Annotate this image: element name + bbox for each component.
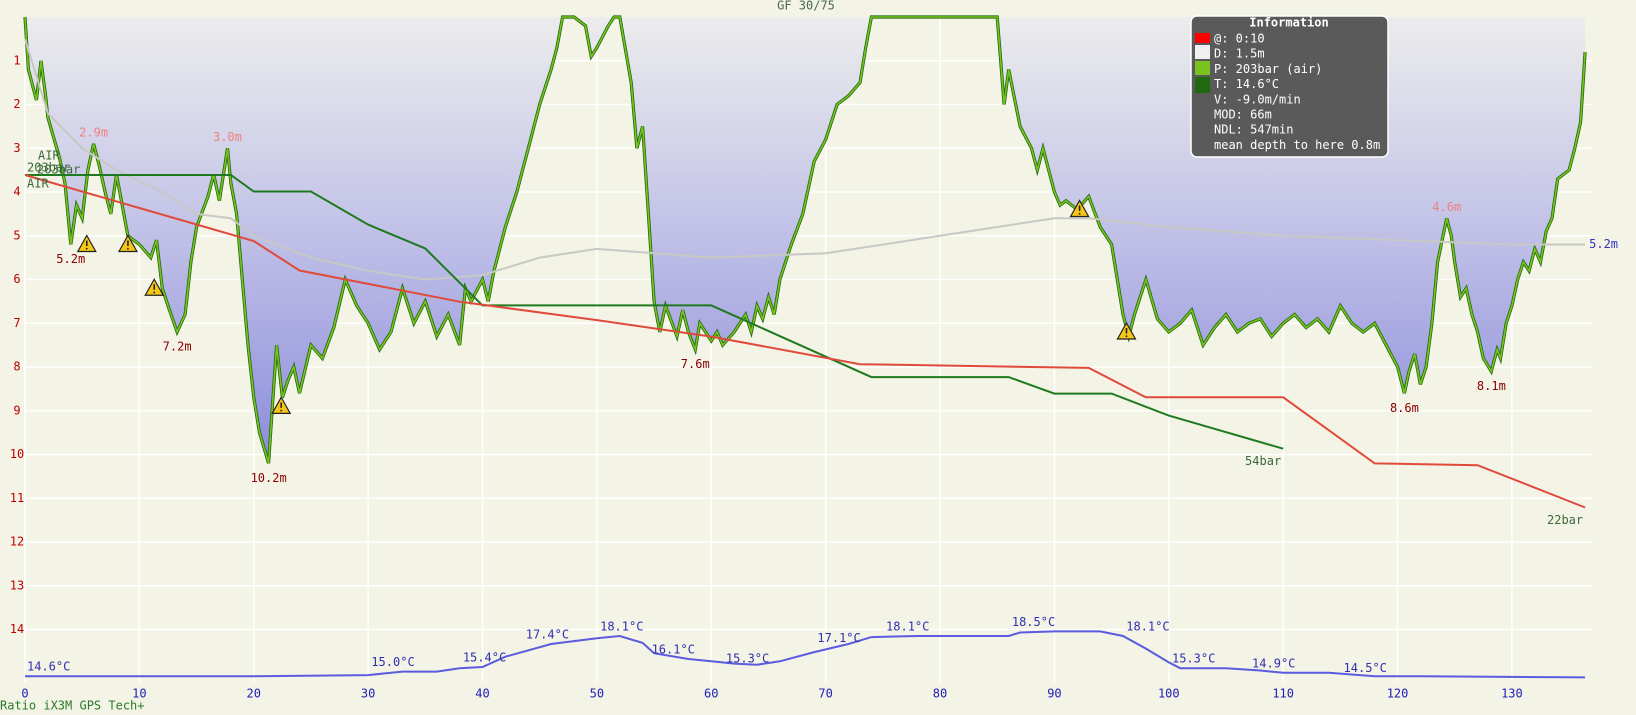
legend-swatch bbox=[1195, 61, 1210, 75]
temperature-label: 17.4°C bbox=[526, 628, 569, 642]
y-tick-label: 8 bbox=[13, 360, 20, 374]
temperature-label: 15.3°C bbox=[1172, 652, 1215, 666]
warning-glyph bbox=[280, 409, 283, 412]
depth-label: 4.6m bbox=[1432, 200, 1461, 214]
y-tick-label: 7 bbox=[13, 316, 20, 330]
temperature-label: 16.1°C bbox=[652, 642, 695, 656]
x-tick-label: 110 bbox=[1272, 687, 1294, 701]
warning-glyph bbox=[1078, 212, 1081, 215]
x-tick-label: 10 bbox=[132, 687, 146, 701]
info-line: mean depth to here 0.8m bbox=[1214, 138, 1380, 152]
gas-label: AIR bbox=[27, 176, 49, 190]
end-label: 54bar bbox=[1245, 454, 1281, 468]
info-line: MOD: 66m bbox=[1214, 108, 1272, 122]
info-line: P: 203bar (air) bbox=[1214, 62, 1322, 76]
temperature-label: 18.1°C bbox=[1126, 619, 1169, 633]
x-tick-label: 20 bbox=[247, 687, 261, 701]
temperature-label: 14.9°C bbox=[1252, 656, 1295, 670]
x-tick-label: 80 bbox=[933, 687, 947, 701]
depth-label: 2.9m bbox=[79, 125, 108, 139]
x-tick-label: 90 bbox=[1047, 687, 1061, 701]
x-tick-label: 130 bbox=[1501, 687, 1523, 701]
temperature-label: 14.6°C bbox=[27, 660, 70, 674]
y-tick-label: 13 bbox=[10, 578, 24, 592]
y-tick-label: 3 bbox=[13, 141, 20, 155]
info-background bbox=[1190, 15, 1389, 158]
series-line bbox=[24, 38, 1586, 281]
depth-label: 7.6m bbox=[681, 357, 710, 371]
info-line: D: 1.5m bbox=[1214, 47, 1265, 61]
y-tick-label: 1 bbox=[13, 53, 20, 67]
temperature-label: 15.3°C bbox=[726, 652, 769, 666]
y-tick-label: 6 bbox=[13, 272, 20, 286]
series-line bbox=[24, 174, 1586, 509]
info-title: Information bbox=[1249, 16, 1328, 30]
temperature-label: 18.1°C bbox=[600, 619, 643, 633]
series-line bbox=[25, 630, 1586, 679]
y-tick-label: 10 bbox=[10, 447, 24, 461]
x-tick-label: 60 bbox=[704, 687, 718, 701]
x-tick-label: 0 bbox=[21, 687, 28, 701]
warning-glyph bbox=[1125, 335, 1128, 338]
y-tick-label: 14 bbox=[10, 622, 24, 636]
pressure-start-label: 203bar bbox=[27, 160, 70, 174]
legend-swatch bbox=[1195, 77, 1210, 93]
info-line: NDL: 547min bbox=[1214, 123, 1293, 137]
temperature-label: 14.5°C bbox=[1344, 661, 1387, 675]
y-tick-label: 2 bbox=[13, 97, 20, 111]
legend-swatch bbox=[1195, 45, 1210, 59]
x-tick-label: 70 bbox=[818, 687, 832, 701]
depth-label: 10.2m bbox=[251, 471, 287, 485]
warning-glyph bbox=[127, 247, 129, 250]
y-tick-label: 11 bbox=[10, 491, 24, 505]
x-tick-label: 100 bbox=[1158, 687, 1180, 701]
info-line: V: -9.0m/min bbox=[1214, 92, 1301, 106]
footer: Ratio iX3M GPS Tech+ bbox=[0, 699, 145, 713]
depth-label: 3.0m bbox=[213, 130, 242, 144]
depth-label: 7.2m bbox=[163, 340, 192, 354]
x-tick-label: 50 bbox=[590, 687, 604, 701]
end-label: 22bar bbox=[1547, 513, 1583, 527]
pressure-start-label: 203bar bbox=[37, 162, 80, 176]
depth-label: 8.6m bbox=[1390, 401, 1419, 415]
info-box: Information @: 0:10D: 1.5mP: 203bar (air… bbox=[1190, 15, 1389, 158]
temperature-label: 18.1°C bbox=[886, 619, 929, 633]
depth-label: 5.2m bbox=[56, 252, 85, 266]
y-tick-label: 4 bbox=[13, 185, 20, 199]
gas-label: AIR bbox=[38, 148, 60, 162]
y-tick-label: 12 bbox=[10, 535, 24, 549]
temperature-label: 15.4°C bbox=[463, 651, 506, 665]
temperature-label: 15.0°C bbox=[371, 655, 414, 669]
chart-title: GF 30/75 bbox=[777, 0, 835, 13]
info-line: @: 0:10 bbox=[1214, 32, 1265, 46]
y-tick-label: 5 bbox=[13, 228, 20, 242]
temperature-label: 18.5°C bbox=[1012, 615, 1055, 629]
x-tick-label: 30 bbox=[361, 687, 375, 701]
temperature-label: 17.1°C bbox=[817, 631, 860, 645]
end-label: 5.2m bbox=[1589, 237, 1618, 251]
x-tick-label: 40 bbox=[475, 687, 489, 701]
warning-glyph bbox=[153, 291, 156, 294]
x-tick-label: 120 bbox=[1387, 687, 1409, 701]
warning-glyph bbox=[85, 247, 88, 250]
depth-label: 8.1m bbox=[1477, 379, 1506, 393]
y-tick-label: 9 bbox=[13, 403, 20, 417]
legend-swatch bbox=[1195, 33, 1210, 43]
series-line bbox=[25, 174, 1284, 450]
info-line: T: 14.6°C bbox=[1214, 77, 1279, 91]
